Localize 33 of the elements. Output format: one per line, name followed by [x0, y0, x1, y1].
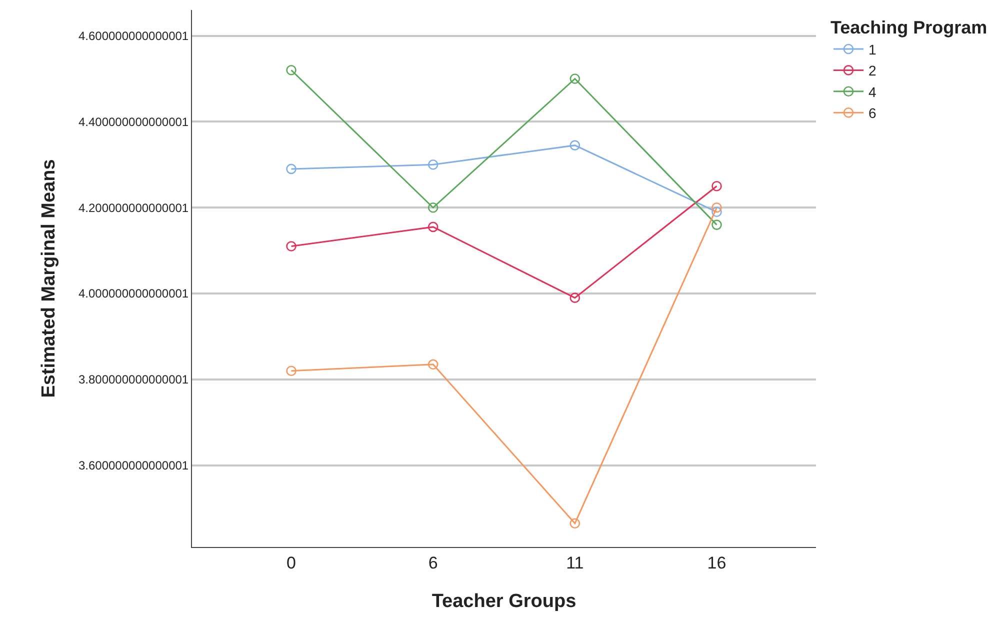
point: [286, 366, 296, 376]
y-tick-label: 4.000000000000001: [78, 286, 189, 301]
point: [712, 180, 722, 192]
x-tick-label: 6: [428, 553, 438, 572]
point: [712, 202, 722, 213]
point: [286, 241, 296, 252]
point: [570, 518, 580, 529]
legend-title: Teaching Program: [830, 17, 988, 38]
x-tick-label: 0: [286, 553, 296, 572]
point: [570, 140, 580, 150]
legend-label: 2: [868, 62, 876, 79]
point: [286, 64, 296, 76]
legend-label: 4: [868, 84, 876, 100]
point: [712, 206, 722, 218]
y-axis-title: Estimated Marginal Means: [38, 159, 60, 398]
x-tick-label: 16: [707, 553, 726, 572]
x-axis-title: Teacher Groups: [432, 591, 576, 612]
point: [570, 292, 580, 303]
point: [428, 222, 438, 232]
point: [428, 202, 438, 213]
legend-label: 6: [868, 105, 876, 122]
x-tick-label: 11: [566, 553, 584, 572]
point: [428, 160, 438, 170]
legend-label: 1: [868, 41, 876, 58]
y-tick-label: 4.400000000000001: [78, 114, 189, 129]
y-tick-label: 3.600000000000001: [78, 458, 189, 473]
point: [428, 359, 438, 370]
y-tick-label: 3.800000000000001: [78, 372, 189, 387]
point: [712, 220, 722, 230]
point: [286, 164, 296, 174]
y-tick-label: 4.600000000000001: [78, 28, 189, 43]
point: [570, 74, 580, 84]
y-tick-label: 4.200000000000001: [78, 200, 189, 215]
